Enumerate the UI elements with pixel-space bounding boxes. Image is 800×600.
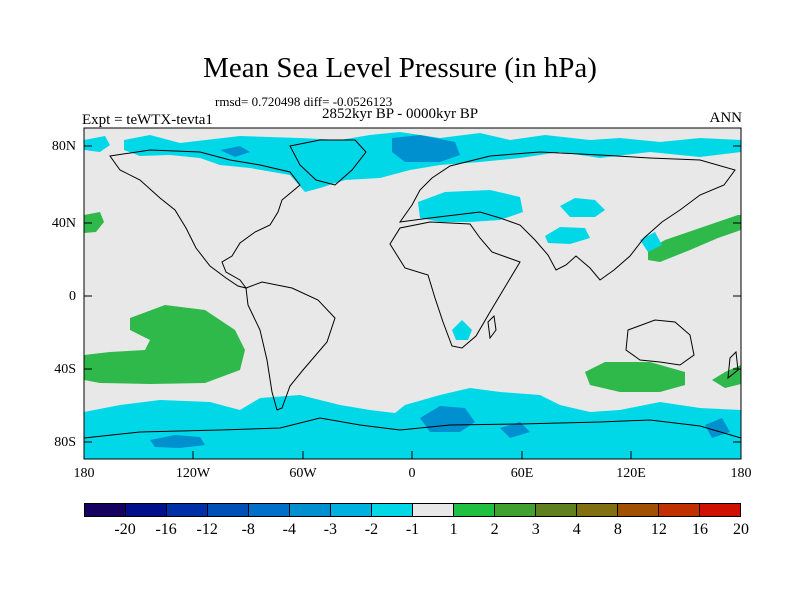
positive-anomaly-regions	[84, 148, 741, 392]
coast-south-america	[245, 281, 336, 411]
lat-label-80n: 80N	[51, 139, 76, 154]
colorbar-swatch	[413, 504, 454, 516]
colorbar-swatch	[249, 504, 290, 516]
colorbar-label: -3	[323, 521, 338, 538]
blue-region-antarctic-c	[500, 422, 530, 438]
coast-australia	[625, 319, 695, 366]
blue-region-greenland-sea	[392, 135, 460, 162]
lon-label-120w: 120W	[175, 466, 211, 481]
colorbar-swatch	[290, 504, 331, 516]
colorbar-label: 4	[572, 521, 581, 538]
stats-text: rmsd= 0.720498 diff= -0.0526123	[215, 94, 393, 109]
lon-label-180w: 180	[73, 466, 95, 481]
blue-region-arctic-a	[220, 146, 250, 157]
chart-title: Mean Sea Level Pressure (in hPa)	[203, 52, 597, 84]
cyan-region-mediterranean	[418, 190, 523, 222]
green-region-north-pacific-west	[84, 212, 104, 233]
cyan-region-central-asia	[560, 198, 605, 217]
colorbar-label: 16	[691, 521, 708, 538]
strong-negative-regions	[150, 135, 730, 448]
cyan-region-india-east	[545, 227, 590, 244]
lat-label-40s: 40S	[54, 362, 76, 377]
lon-label-60e: 60E	[510, 466, 534, 481]
colorbar-label: -1	[405, 521, 420, 538]
colorbar-swatch	[208, 504, 249, 516]
colorbar-swatch	[577, 504, 618, 516]
coast-new-zealand	[727, 350, 739, 380]
colorbar-label: 8	[613, 521, 622, 538]
colorbar-label: -20	[114, 521, 136, 538]
coast-antarctica	[83, 417, 742, 439]
lat-label-40n: 40N	[51, 216, 76, 231]
lat-label-80s: 80S	[54, 435, 76, 450]
green-region-south-pacific	[84, 305, 245, 384]
coast-greenland	[289, 139, 367, 186]
colorbar-swatch	[700, 504, 740, 516]
colorbar-label: 20	[733, 521, 749, 538]
lon-label-180e: 180	[730, 466, 752, 481]
colorbar-label: 12	[650, 521, 667, 538]
cyan-region-arctic-west	[84, 136, 110, 152]
lon-label-120e: 120E	[616, 466, 646, 481]
colorbar-label: -8	[241, 521, 255, 538]
lon-label-0: 0	[408, 466, 416, 481]
colorbar-label: -16	[155, 521, 177, 538]
green-region-nw-pacific	[648, 215, 741, 262]
cyan-region-pacific-east	[640, 232, 662, 252]
blue-region-antarctic-b	[150, 435, 205, 448]
experiment-label: Expt = teWTX-tevta1	[82, 112, 213, 128]
colorbar-swatch	[331, 504, 372, 516]
colorbar-swatch	[618, 504, 659, 516]
colorbar-label: 1	[449, 521, 458, 538]
period-text: 2852kyr BP - 0000kyr BP	[322, 106, 479, 122]
colorbar-label: 2	[490, 521, 499, 538]
colorbar-label: -4	[282, 521, 296, 538]
colorbar-swatch	[85, 504, 126, 516]
coast-africa	[389, 221, 521, 349]
season-label: ANN	[709, 110, 743, 126]
colorbar-swatch	[372, 504, 413, 516]
colorbar-swatch	[495, 504, 536, 516]
green-region-south-indian	[585, 362, 685, 392]
colorbar-swatch	[659, 504, 700, 516]
coast-north-america	[109, 149, 301, 289]
coastlines	[83, 139, 742, 439]
colorbar-label: 3	[531, 521, 540, 538]
colorbar-swatch	[126, 504, 167, 516]
lat-label-0: 0	[69, 289, 76, 304]
blue-region-antarctic-a	[420, 406, 475, 432]
colorbar-swatch	[167, 504, 208, 516]
colorbar-label: -12	[196, 521, 218, 538]
cyan-region-south-africa	[452, 320, 472, 340]
lon-label-60w: 60W	[289, 466, 317, 481]
green-region-tasman	[712, 365, 741, 388]
colorbar-swatch	[536, 504, 577, 516]
coast-eurasia	[398, 151, 736, 281]
colorbar	[84, 503, 741, 517]
colorbar-swatch	[454, 504, 495, 516]
axis-ticks	[83, 145, 742, 459]
colorbar-label: -2	[364, 521, 379, 538]
coast-madagascar	[487, 314, 497, 340]
